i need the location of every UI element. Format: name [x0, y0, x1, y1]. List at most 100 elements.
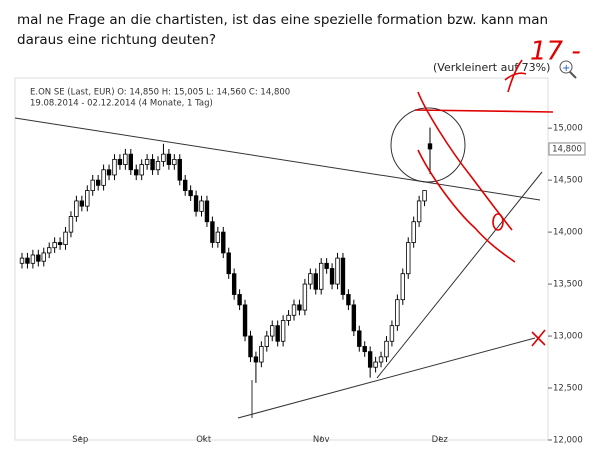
trend-line [14, 117, 541, 201]
range-label: 19.08.2014 - 02.12.2014 (4 Monate, 1 Tag… [30, 99, 213, 109]
chart-frame [14, 77, 549, 441]
x-tick-label: Dez [432, 435, 449, 445]
y-tick-label: 13,000 [553, 332, 583, 342]
chart-header: E.ON SE (Last, EUR) O: 14,850 H: 15,005 … [30, 88, 290, 98]
handwritten-annotations [414, 59, 554, 347]
post-text: mal ne Frage an die chartisten, ist das … [17, 12, 548, 28]
x-tick-label: Okt [196, 435, 212, 445]
zoom-icon-handle [569, 71, 577, 79]
candle-body [280, 320, 286, 342]
y-tick-label: 12,500 [553, 384, 583, 394]
last-price-box [548, 142, 586, 156]
candle-body [134, 169, 139, 176]
zoom-note: (Verkleinert auf 73%) [433, 61, 550, 74]
candle-body [373, 361, 378, 368]
candle-body [161, 153, 166, 162]
post-text: daraus eine richtung deuten? [17, 32, 216, 48]
candle-body [237, 294, 242, 306]
candle-body [367, 351, 373, 368]
candle-body [253, 356, 259, 363]
candle-body [155, 161, 161, 171]
candle-body [79, 200, 85, 207]
candle-body [291, 304, 297, 316]
candle-body [25, 257, 30, 264]
candle-body [193, 195, 199, 212]
y-tick-label: 15,000 [553, 124, 583, 134]
candle-body [264, 335, 269, 347]
candle-body [19, 257, 25, 264]
candle-body [177, 158, 182, 181]
candle-body [400, 273, 405, 301]
candle-body [210, 221, 215, 243]
candle-body [47, 247, 52, 254]
trend-line [376, 171, 543, 379]
candle-body [101, 169, 106, 186]
zoom-plus: + [562, 63, 570, 74]
red-annotation: 17 - [530, 37, 581, 67]
candle-body [150, 158, 155, 171]
candle-body [422, 190, 427, 202]
zoom-icon[interactable] [559, 60, 573, 74]
candle-body [270, 325, 275, 337]
candle-body [36, 254, 41, 262]
candle-body [139, 164, 144, 176]
candle-body [128, 153, 133, 171]
red-line [417, 149, 516, 263]
candle-body [166, 153, 172, 165]
last-price-label: 14,800 [552, 144, 582, 154]
candle-body [248, 335, 253, 358]
x-tick-label: Nov [313, 435, 330, 445]
candle-body [416, 200, 422, 223]
candle-body [90, 179, 95, 191]
candle-body [329, 268, 335, 285]
candle-body [172, 158, 177, 165]
candle-body [395, 299, 400, 327]
candle-body [378, 356, 384, 363]
circle-mark [390, 107, 466, 183]
candle-body [297, 304, 302, 311]
y-tick-label: 13,500 [553, 280, 583, 290]
plot: 12,000 12,500 13,000 13,500 14,000 14,500 15,0… [19, 124, 586, 446]
candle-body [52, 242, 57, 249]
candle-body [406, 242, 411, 275]
y-tick-label: 14,500 [553, 176, 583, 186]
candle-body [226, 252, 231, 275]
candle-body [204, 200, 210, 223]
candle-body [106, 169, 112, 176]
candle-body [68, 216, 74, 233]
candle-body [30, 254, 36, 264]
trend-line [237, 337, 536, 419]
candle-body [335, 257, 340, 285]
candle-body [357, 330, 362, 347]
candle-body [95, 179, 101, 186]
red-cross [531, 329, 546, 347]
candle-body [221, 231, 226, 254]
candle-body [340, 257, 346, 295]
candle-body [346, 294, 351, 306]
candle-body [411, 221, 416, 243]
candle-body [384, 340, 389, 358]
candle-body [259, 346, 264, 363]
candle-body [308, 273, 313, 285]
candle-body [117, 158, 123, 165]
candle-body [188, 190, 193, 197]
red-arrow [504, 59, 527, 93]
candle-body [123, 153, 128, 165]
candle-body [242, 304, 248, 337]
candle-body [362, 346, 367, 353]
candle-body [57, 242, 63, 245]
red-line [414, 109, 554, 113]
candle-body [144, 158, 150, 165]
candle-body [275, 325, 280, 342]
candle-body [112, 158, 117, 176]
candle-body [324, 262, 329, 269]
y-tick-label: 12,000 [553, 436, 583, 446]
candle-body [302, 283, 308, 311]
candle-body [427, 143, 433, 150]
candle-body [41, 252, 46, 262]
candle-body [286, 314, 291, 321]
y-tick-label: 14,000 [553, 228, 583, 238]
candle-body [231, 273, 237, 295]
candle-body [215, 231, 221, 243]
